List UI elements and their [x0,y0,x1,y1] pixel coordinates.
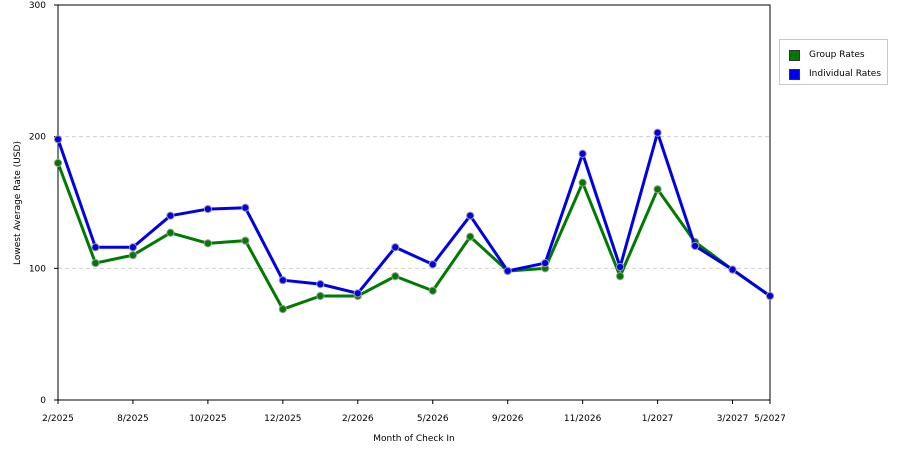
data-point-group-rates-15 [616,272,625,281]
legend-item-individual-rates[interactable]: Individual Rates [789,67,881,81]
data-point-group-rates-5 [241,236,250,245]
x-tick-label-5-2026: 5/2026 [417,414,449,424]
x-tick-label-11-2026: 11/2026 [564,414,602,424]
data-point-individual-rates-10 [428,260,437,269]
x-tick-label-8-2025: 8/2025 [117,414,149,424]
series-individual-rates [53,128,775,301]
data-point-individual-rates-3 [166,211,175,220]
y-tick-label-300: 300 [29,1,46,11]
data-point-group-rates-7 [316,291,325,301]
y-tick-label-200: 200 [29,133,46,143]
data-point-group-rates-0 [53,158,63,168]
data-point-individual-rates-13 [541,258,550,268]
data-point-individual-rates-15 [616,262,625,272]
y-axis-title: Lowest Average Rate (USD) [13,141,23,265]
x-tick-label-3-2027: 3/2027 [717,414,749,424]
data-point-individual-rates-14 [578,149,587,158]
y-tick-label-100: 100 [29,264,46,274]
x-tick-label-5-2027: 5/2027 [754,414,786,424]
data-point-individual-rates-7 [316,280,325,289]
data-point-group-rates-1 [91,258,100,268]
data-point-group-rates-10 [428,286,437,295]
x-axis-title: Month of Check In [373,434,455,444]
x-tick-label-9-2026: 9/2026 [492,414,524,424]
data-point-group-rates-16 [653,185,662,194]
legend-swatch-group-rates [789,49,800,61]
data-point-individual-rates-6 [278,276,287,285]
data-point-individual-rates-4 [203,204,212,214]
x-tick-label-2-2025: 2/2025 [42,414,74,424]
data-point-group-rates-6 [278,305,287,314]
data-point-individual-rates-18 [728,265,737,274]
data-point-group-rates-3 [166,228,175,237]
data-point-individual-rates-11 [466,211,475,220]
legend-label-group-rates: Group Rates [809,50,865,60]
data-point-individual-rates-5 [241,203,250,212]
data-point-individual-rates-0 [53,135,63,144]
data-point-individual-rates-16 [653,128,662,137]
data-point-group-rates-11 [466,232,475,241]
data-point-individual-rates-12 [503,266,512,276]
legend-item-group-rates[interactable]: Group Rates [789,48,865,62]
x-tick-label-10-2025: 10/2025 [189,414,226,424]
data-point-group-rates-14 [578,178,587,187]
data-point-group-rates-9 [391,272,400,281]
data-point-individual-rates-2 [128,243,138,252]
x-tick-label-1-2027: 1/2027 [642,414,674,424]
series-line-individual-rates [56,131,771,298]
series-group [53,128,775,314]
grid-lines [58,136,770,269]
data-point-individual-rates-9 [391,243,400,252]
data-point-individual-rates-19 [765,291,775,301]
legend-swatch-individual-rates [789,68,800,80]
plot-area-frame [57,4,771,401]
data-point-individual-rates-17 [690,241,700,251]
data-point-individual-rates-1 [91,243,100,252]
y-tick-label-0: 0 [40,396,46,406]
series-line-group-rates [56,162,771,311]
series-group-rates [53,158,775,314]
data-point-group-rates-4 [203,239,212,248]
legend-label-individual-rates: Individual Rates [809,69,882,79]
legend: Group Rates Individual Rates [779,39,888,85]
x-tick-label-2-2026: 2/2026 [342,414,374,424]
x-tick-label-12-2025: 12/2025 [264,414,301,424]
axes: 0 100 200 300 2/2025 8/2025 10/2025 12/2025 2/20… [29,1,786,424]
data-point-individual-rates-8 [353,289,362,298]
data-point-group-rates-2 [128,251,138,260]
